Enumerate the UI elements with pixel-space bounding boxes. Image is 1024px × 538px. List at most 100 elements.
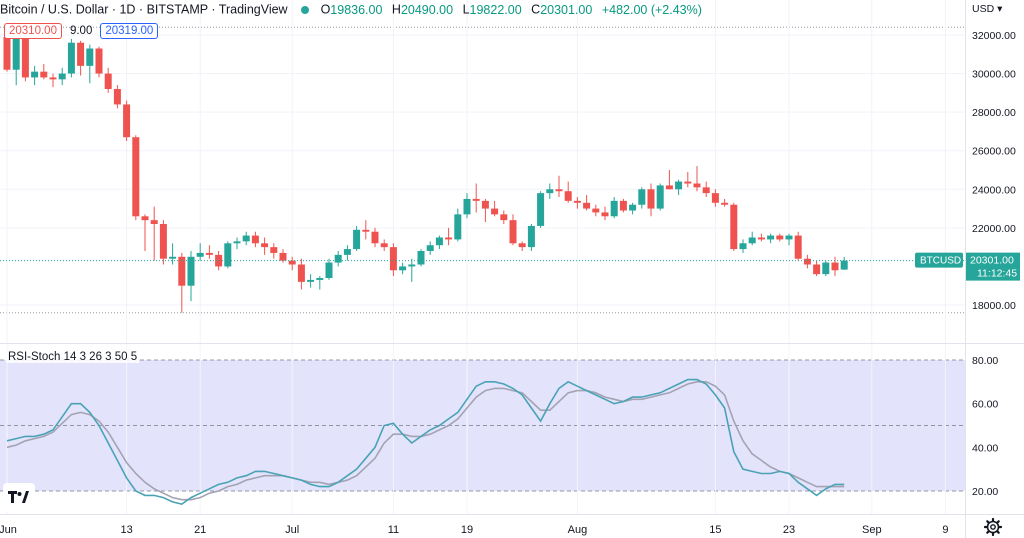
candle-body	[767, 235, 775, 240]
candle-body	[58, 73, 66, 80]
candle-body	[316, 278, 324, 280]
candle-body	[169, 256, 177, 259]
candle-body	[748, 237, 756, 244]
currency-selector[interactable]: USD ▾	[972, 3, 1003, 15]
open-value: 19836.00	[330, 2, 383, 17]
time-axis-label: 21	[194, 524, 206, 536]
candle-body	[288, 260, 296, 265]
open-label: O	[320, 2, 331, 17]
indicator-band	[0, 360, 965, 491]
symbol-title[interactable]: Bitcoin / U.S. Dollar · 1D · BITSTAMP · …	[0, 2, 288, 17]
candle-body	[113, 89, 121, 105]
candle-body	[610, 200, 618, 217]
candle-body	[67, 42, 75, 74]
candle-body	[123, 104, 131, 138]
candle-body	[279, 252, 287, 261]
candle-body	[242, 235, 250, 242]
candle-body	[104, 73, 112, 89]
candle-body	[389, 247, 397, 271]
candle-body	[546, 189, 554, 194]
candle-body	[684, 181, 692, 184]
price-tick-label: 26000.00	[972, 146, 1016, 158]
candle-body	[721, 202, 729, 205]
candle-body	[31, 71, 39, 78]
price-tick-label: 28000.00	[972, 107, 1016, 119]
spread-value: 9.00	[69, 25, 93, 37]
candle-body	[527, 225, 535, 248]
candle-body	[40, 71, 48, 78]
candle-body	[500, 214, 508, 221]
high-label: H	[391, 2, 401, 17]
indicator-title[interactable]: RSI-Stoch 14 3 26 3 50 5	[6, 351, 140, 363]
time-axis-label: Jun	[0, 524, 17, 536]
candle-body	[21, 38, 29, 78]
tradingview-logo-icon[interactable]	[3, 483, 35, 511]
candle-body	[638, 189, 646, 205]
market-status-icon	[301, 5, 310, 14]
candle-body	[813, 264, 821, 275]
candle-body	[49, 77, 57, 80]
candle-body	[233, 241, 241, 244]
candle-body	[840, 260, 848, 270]
candle-body	[141, 216, 149, 221]
candle-body	[472, 198, 480, 201]
low-value: 19822.00	[469, 2, 522, 17]
candle-body	[711, 193, 719, 203]
candle-body	[334, 254, 342, 263]
candle-body	[435, 237, 443, 246]
candle-body	[178, 256, 186, 286]
candle-body	[408, 264, 416, 267]
candle-body	[150, 220, 158, 224]
price-tick-label: 24000.00	[972, 184, 1016, 196]
candle-body	[132, 137, 140, 217]
candle-body	[86, 48, 94, 66]
candle-body	[380, 243, 388, 248]
candle-body	[481, 200, 489, 209]
candle-body	[537, 193, 545, 226]
sell-price-button[interactable]: 20310.00	[4, 23, 62, 39]
candle-body	[215, 254, 223, 267]
bid-ask-bar: 20310.00 9.00 20319.00	[4, 21, 159, 41]
indicator-tick-label: 20.00	[972, 486, 998, 498]
time-axis-label: Aug	[568, 524, 588, 536]
candle-body	[509, 220, 517, 244]
candle-body	[463, 198, 471, 215]
candle-body	[776, 235, 784, 240]
candle-body	[702, 187, 710, 194]
last-price-tag	[966, 252, 1020, 281]
stoch-d-line	[6, 381, 845, 501]
candle-body	[399, 266, 407, 271]
candle-body	[665, 185, 673, 190]
candle-body	[371, 231, 379, 244]
candle-body	[12, 38, 20, 70]
bar-countdown-label: 11:12:45	[977, 268, 1017, 280]
candle-body	[803, 258, 811, 265]
candle-body	[739, 243, 747, 250]
last-price-label: 20301.00	[970, 255, 1014, 267]
candle-body	[426, 245, 434, 251]
candle-body	[583, 202, 591, 209]
close-value: 20301.00	[540, 2, 593, 17]
candle-body	[353, 229, 361, 250]
candle-body	[730, 204, 738, 250]
candle-body	[592, 208, 600, 213]
settings-gear-icon[interactable]	[984, 518, 1002, 536]
change-value: +482.00 (+2.43%)	[601, 2, 702, 17]
time-axis-label: 15	[709, 524, 721, 536]
candle-body	[647, 189, 655, 209]
candle-body	[794, 235, 802, 259]
buy-price-button[interactable]: 20319.00	[100, 23, 159, 39]
price-tick-label: 18000.00	[972, 300, 1016, 312]
ticker-tag-label: BTCUSD	[920, 256, 961, 267]
indicator-tick-label: 80.00	[972, 355, 998, 367]
candle-body	[518, 243, 526, 248]
stoch-k-line	[6, 378, 845, 505]
candle-body	[693, 183, 701, 188]
chart-legend: Bitcoin / U.S. Dollar · 1D · BITSTAMP · …	[0, 0, 708, 18]
candle-body	[619, 200, 627, 211]
time-axis-label: Jul	[285, 524, 299, 536]
price-tick-label: 30000.00	[972, 69, 1016, 81]
candle-body	[159, 224, 167, 259]
candle-body	[3, 36, 11, 70]
